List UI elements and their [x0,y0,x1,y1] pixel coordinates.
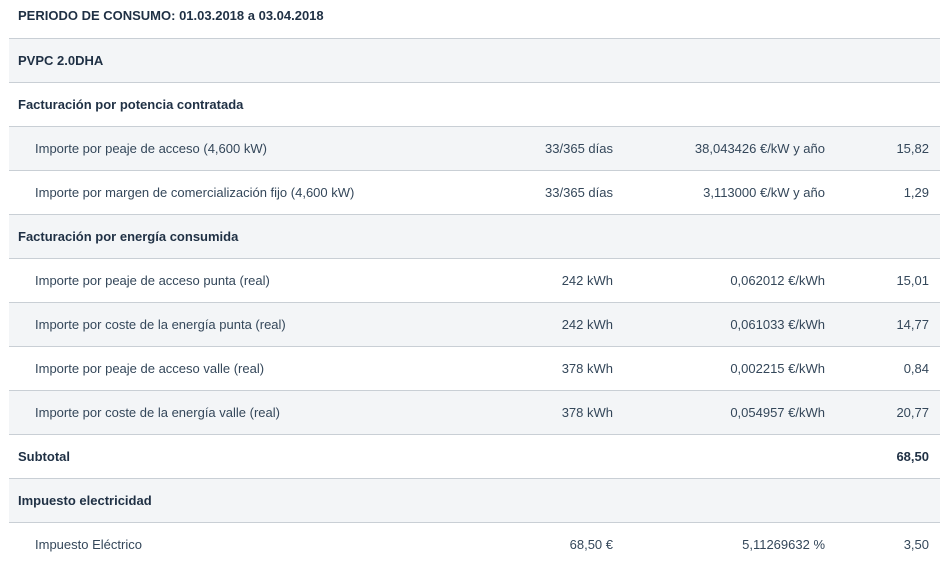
table-row: Impuesto Eléctrico 68,50 € 5,11269632 % … [9,522,940,567]
row-price: 0,062012 €/kWh [613,258,825,303]
row-price: 38,043426 €/kW y año [613,126,825,171]
subtotal-row: Subtotal 68,50 [9,434,940,479]
subtotal-label: Subtotal [9,434,490,479]
tariff-row: PVPC 2.0DHA [9,38,940,83]
row-description: Importe por peaje de acceso valle (real) [9,346,490,391]
table-row: Importe por coste de la energía valle (r… [9,390,940,435]
row-description: Importe por coste de la energía valle (r… [9,390,490,435]
row-quantity: 378 kWh [490,390,613,435]
section-title-energy: Facturación por energía consumida [9,214,940,259]
subtotal-spacer [613,434,825,479]
row-quantity: 33/365 días [490,170,613,215]
row-amount: 3,50 [825,522,940,567]
row-amount: 0,84 [825,346,940,391]
row-amount: 15,82 [825,126,940,171]
row-description: Importe por peaje de acceso punta (real) [9,258,490,303]
table-row: Importe por margen de comercialización f… [9,170,940,215]
subtotal-spacer [490,434,613,479]
row-description: Importe por coste de la energía punta (r… [9,302,490,347]
section-header-energy: Facturación por energía consumida [9,214,940,259]
row-quantity: 33/365 días [490,126,613,171]
row-quantity: 242 kWh [490,258,613,303]
row-amount: 1,29 [825,170,940,215]
table-row: Importe por peaje de acceso punta (real)… [9,258,940,303]
period-title: PERIODO DE CONSUMO: 01.03.2018 a 03.04.2… [18,8,324,23]
row-price: 5,11269632 % [613,522,825,567]
table-row: Importe por peaje de acceso valle (real)… [9,346,940,391]
row-quantity: 378 kWh [490,346,613,391]
subtotal-amount: 68,50 [825,434,940,479]
row-amount: 15,01 [825,258,940,303]
table-row: Importe por coste de la energía punta (r… [9,302,940,347]
row-price: 0,002215 €/kWh [613,346,825,391]
billing-table: PVPC 2.0DHA Facturación por potencia con… [9,38,940,567]
section-title-power: Facturación por potencia contratada [9,82,940,127]
section-header-tax: Impuesto electricidad [9,478,940,523]
section-header-power: Facturación por potencia contratada [9,82,940,127]
tariff-label: PVPC 2.0DHA [9,38,940,83]
row-quantity: 68,50 € [490,522,613,567]
billing-detail: PERIODO DE CONSUMO: 01.03.2018 a 03.04.2… [9,0,950,567]
row-price: 0,054957 €/kWh [613,390,825,435]
row-description: Importe por margen de comercialización f… [9,170,490,215]
row-price: 0,061033 €/kWh [613,302,825,347]
row-amount: 14,77 [825,302,940,347]
row-quantity: 242 kWh [490,302,613,347]
row-description: Impuesto Eléctrico [9,522,490,567]
row-amount: 20,77 [825,390,940,435]
row-price: 3,113000 €/kW y año [613,170,825,215]
section-title-tax: Impuesto electricidad [9,478,940,523]
table-row: Importe por peaje de acceso (4,600 kW) 3… [9,126,940,171]
row-description: Importe por peaje de acceso (4,600 kW) [9,126,490,171]
